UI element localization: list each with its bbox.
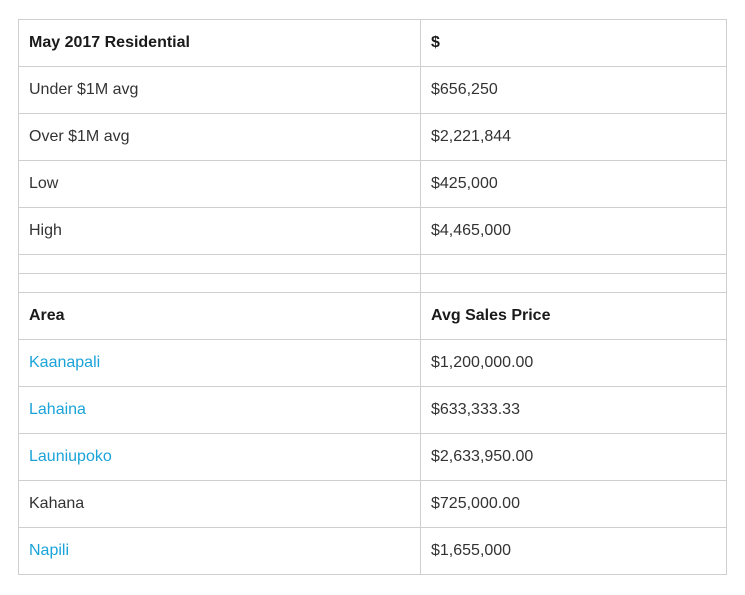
- table-row: Over $1M avg $2,221,844: [18, 113, 727, 161]
- summary-header-value: $: [420, 19, 727, 67]
- price-cell: $633,333.33: [420, 386, 727, 434]
- empty-row: [18, 254, 727, 274]
- table-row: Napili $1,655,000: [18, 527, 727, 575]
- table-row: High $4,465,000: [18, 207, 727, 255]
- sales-table: May 2017 Residential $ Under $1M avg $65…: [18, 19, 727, 575]
- table-row: Kaanapali $1,200,000.00: [18, 339, 727, 387]
- summary-label: High: [18, 207, 421, 255]
- table-row: Low $425,000: [18, 160, 727, 208]
- summary-label: Low: [18, 160, 421, 208]
- table-row: Under $1M avg $656,250: [18, 66, 727, 114]
- empty-cell: [420, 273, 727, 293]
- summary-value: $656,250: [420, 66, 727, 114]
- area-cell: Napili: [18, 527, 421, 575]
- area-cell: Kaanapali: [18, 339, 421, 387]
- summary-value: $4,465,000: [420, 207, 727, 255]
- empty-cell: [420, 254, 727, 274]
- table-row: Launiupoko $2,633,950.00: [18, 433, 727, 481]
- table-row: Kahana $725,000.00: [18, 480, 727, 528]
- price-cell: $1,655,000: [420, 527, 727, 575]
- summary-header-row: May 2017 Residential $: [18, 19, 727, 67]
- area-header-row: Area Avg Sales Price: [18, 292, 727, 340]
- area-link-launiupoko[interactable]: Launiupoko: [29, 448, 112, 465]
- price-cell: $2,633,950.00: [420, 433, 727, 481]
- price-cell: $1,200,000.00: [420, 339, 727, 387]
- summary-header-label: May 2017 Residential: [18, 19, 421, 67]
- area-link-lahaina[interactable]: Lahaina: [29, 401, 86, 418]
- summary-value: $425,000: [420, 160, 727, 208]
- empty-cell: [18, 254, 421, 274]
- price-header-label: Avg Sales Price: [420, 292, 727, 340]
- empty-row: [18, 273, 727, 293]
- area-header-label: Area: [18, 292, 421, 340]
- area-cell: Launiupoko: [18, 433, 421, 481]
- area-link-napili[interactable]: Napili: [29, 542, 70, 559]
- summary-label: Over $1M avg: [18, 113, 421, 161]
- area-cell: Lahaina: [18, 386, 421, 434]
- area-cell: Kahana: [18, 480, 421, 528]
- summary-value: $2,221,844: [420, 113, 727, 161]
- area-link-kaanapali[interactable]: Kaanapali: [29, 354, 101, 371]
- empty-cell: [18, 273, 421, 293]
- price-cell: $725,000.00: [420, 480, 727, 528]
- summary-label: Under $1M avg: [18, 66, 421, 114]
- table-row: Lahaina $633,333.33: [18, 386, 727, 434]
